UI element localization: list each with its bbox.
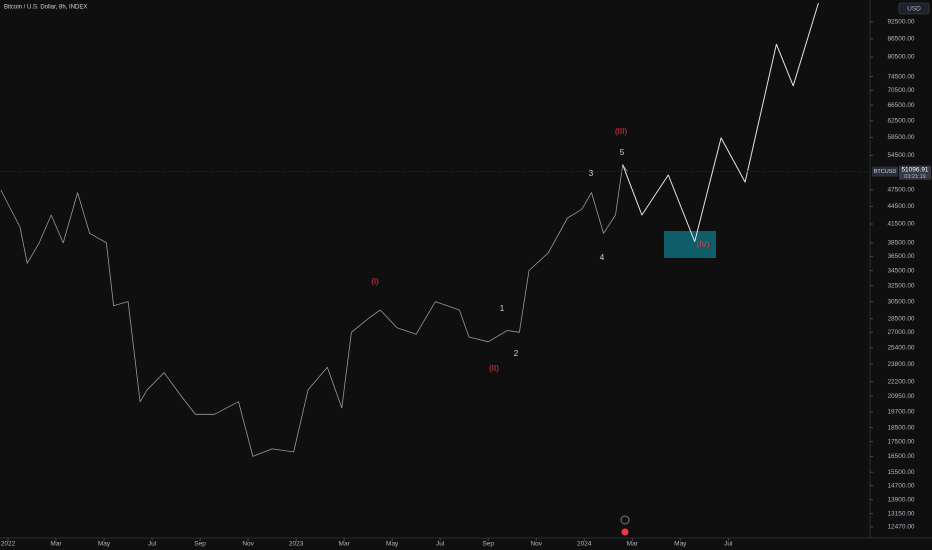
event-icon[interactable]: [621, 528, 629, 536]
target-box: [664, 231, 716, 258]
y-tick-label: 74500.00: [887, 73, 914, 80]
symbol-label: BTCUSD: [874, 169, 897, 175]
x-tick-label: Mar: [339, 541, 351, 548]
x-tick-label: Jul: [148, 541, 157, 548]
y-tick-label: 15500.00: [887, 469, 914, 476]
chart-title: Bitcoin / U.S. Dollar, 8h, INDEX: [4, 5, 87, 11]
x-tick-label: Sep: [194, 541, 206, 548]
price-line: [622, 2, 819, 243]
y-tick-label: 34500.00: [887, 267, 914, 274]
wave-label: (II): [489, 364, 499, 373]
y-tick-label: 28500.00: [887, 315, 914, 322]
y-tick-label: 27000.00: [887, 329, 914, 336]
x-tick-label: Jul: [436, 541, 445, 548]
y-tick-label: 47500.00: [887, 187, 914, 194]
wave-label: (III): [615, 127, 627, 136]
y-tick-label: 32500.00: [887, 282, 914, 289]
x-tick-label: Nov: [530, 541, 542, 548]
wave-label: (IV): [697, 240, 710, 249]
x-tick-label: 2022: [1, 541, 16, 548]
wave-label: 3: [589, 169, 594, 178]
y-tick-label: 58500.00: [887, 134, 914, 141]
wave-label: (I): [371, 277, 379, 286]
y-tick-label: 38500.00: [887, 240, 914, 247]
y-tick-label: 41500.00: [887, 221, 914, 228]
x-tick-label: May: [386, 541, 399, 548]
x-tick-label: Mar: [50, 541, 62, 548]
y-tick-label: 16500.00: [887, 453, 914, 460]
y-tick-label: 86500.00: [887, 36, 914, 43]
wave-label: 4: [600, 253, 605, 262]
x-tick-label: Nov: [242, 541, 254, 548]
wave-label: 2: [514, 349, 519, 358]
currency-button[interactable]: [898, 2, 930, 15]
last-price-label: 51096.91: [901, 166, 928, 173]
y-tick-label: 19700.00: [887, 408, 914, 415]
y-tick-label: 70500.00: [887, 87, 914, 94]
y-tick-label: 14700.00: [887, 482, 914, 489]
y-tick-label: 22200.00: [887, 378, 914, 385]
y-tick-label: 36500.00: [887, 253, 914, 260]
x-tick-label: May: [674, 541, 687, 548]
y-tick-label: 25400.00: [887, 344, 914, 351]
symbol-tag: [872, 166, 898, 177]
y-tick-label: 66500.00: [887, 102, 914, 109]
y-tick-label: 20950.00: [887, 393, 914, 400]
y-tick-label: 30500.00: [887, 298, 914, 305]
y-tick-label: 54500.00: [887, 152, 914, 159]
wave-label: 1: [500, 304, 505, 313]
event-icon[interactable]: [620, 515, 630, 525]
x-tick-label: Sep: [482, 541, 494, 548]
y-tick-label: 62500.00: [887, 118, 914, 125]
x-tick-label: May: [98, 541, 111, 548]
currency-label: USD: [907, 6, 921, 13]
y-tick-label: 13900.00: [887, 496, 914, 503]
y-tick-label: 23800.00: [887, 361, 914, 368]
price-line: [0, 164, 628, 457]
countdown-label: 03:21:19: [904, 174, 925, 180]
y-tick-label: 12470.00: [887, 524, 914, 531]
y-tick-label: 92500.00: [887, 19, 914, 26]
x-tick-label: 2023: [289, 541, 304, 548]
y-tick-label: 80500.00: [887, 54, 914, 61]
x-tick-label: Mar: [627, 541, 639, 548]
y-tick-label: 13150.00: [887, 510, 914, 517]
y-tick-label: 17500.00: [887, 438, 914, 445]
x-tick-label: Jul: [724, 541, 733, 548]
price-tag: [899, 165, 931, 180]
y-tick-label: 44500.00: [887, 203, 914, 210]
wave-label: 5: [620, 148, 625, 157]
x-tick-label: 2024: [577, 541, 592, 548]
y-tick-label: 18500.00: [887, 424, 914, 431]
